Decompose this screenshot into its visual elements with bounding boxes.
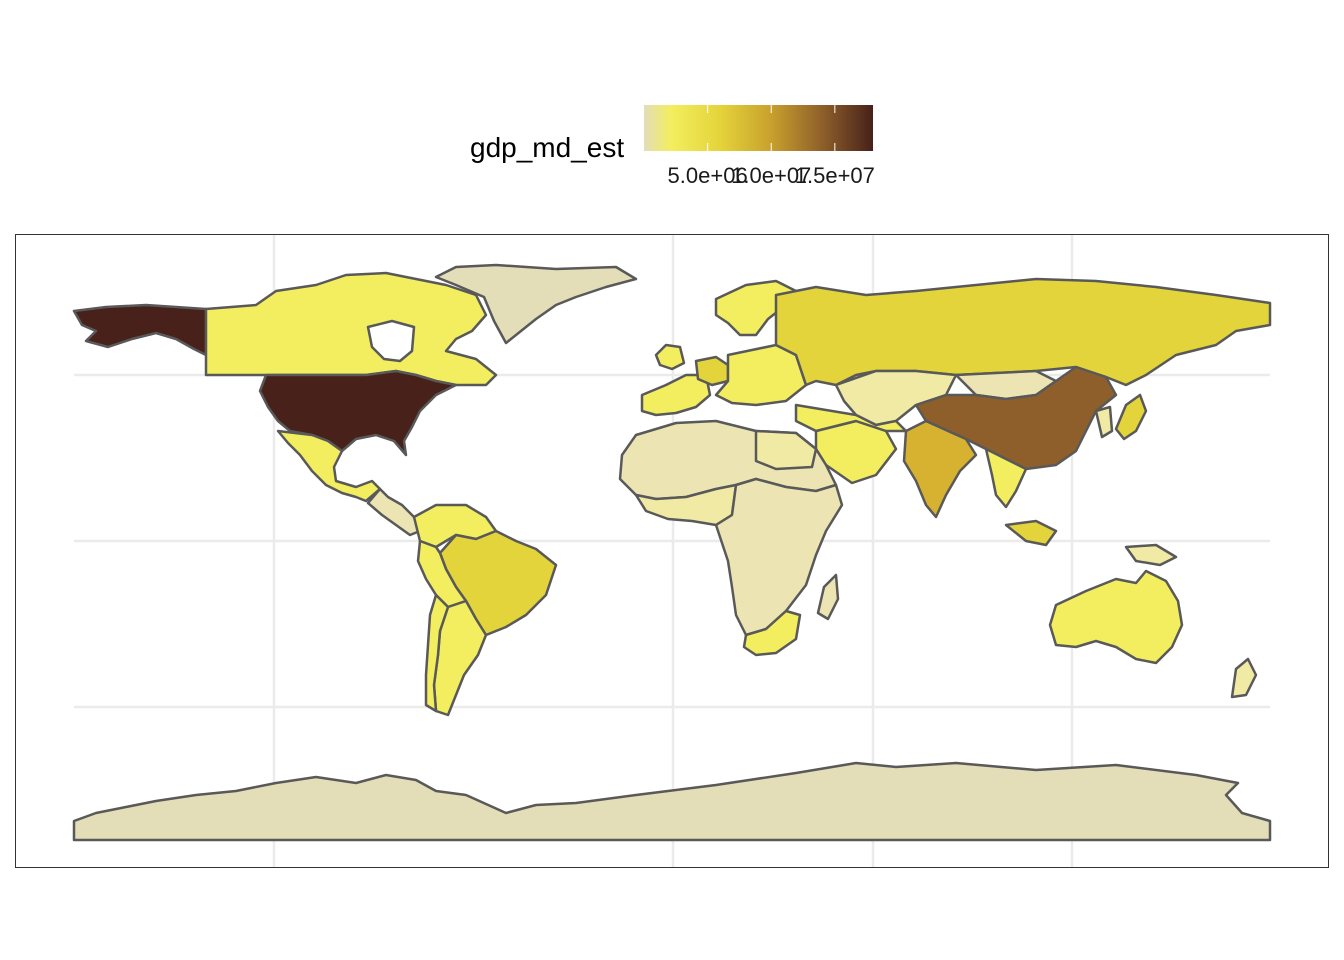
region-uk [654,343,686,371]
region-central-africa [714,477,844,637]
region-korea [1094,405,1114,439]
region-egypt [754,429,818,471]
region-new-zealand [1230,657,1258,699]
region-mexico [276,429,382,503]
legend-title: gdp_md_est [470,132,625,163]
region-se-asia [984,447,1028,509]
legend-tick-label: 5.0e+06 [667,163,748,188]
region-france-spain [640,373,712,417]
legend-tick-label: 1.5e+07 [794,163,875,188]
region-canada [204,271,498,387]
region-south-africa [742,609,802,657]
region-indonesia [1004,519,1058,547]
world-map [72,235,1272,867]
region-antarctica [72,761,1272,842]
region-turkey-iran [794,403,908,433]
region-alaska [72,303,208,357]
region-japan [1114,393,1148,441]
region-hudson-bay [366,319,416,363]
legend: gdp_md_est 5.0e+06 1.0e+07 1.5e+07 [0,0,1344,200]
region-greenland [434,263,638,345]
region-madagascar [816,573,840,621]
region-central-america [366,487,422,537]
region-germany [694,355,730,387]
region-chile [424,593,450,713]
map-panel [15,234,1329,868]
region-australia [1048,569,1184,665]
legend-tick-label: 1.0e+07 [731,163,812,188]
region-png [1124,543,1178,567]
legend-colorbar [644,105,873,151]
region-india [902,419,978,519]
region-russia [774,277,1272,387]
